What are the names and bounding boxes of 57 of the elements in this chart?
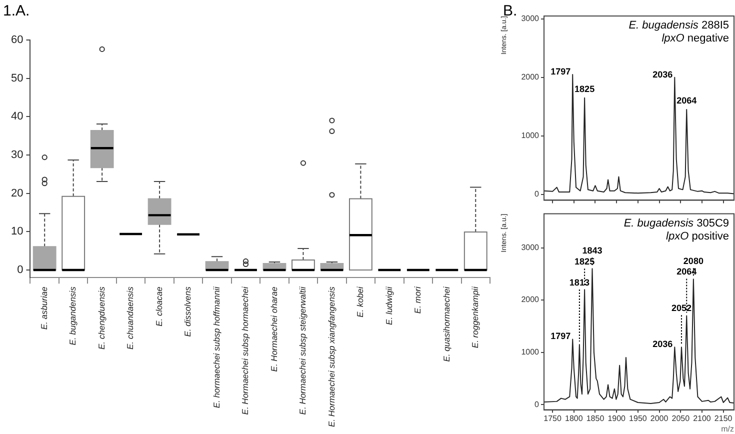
annotation: 2036 xyxy=(652,69,673,80)
x-tick-label: E. kobei xyxy=(355,286,366,318)
x-tick-label: E. Hormaechei oharae xyxy=(268,286,279,372)
x-tick-label: 1850 xyxy=(586,414,605,423)
x-tick-label: 1800 xyxy=(564,414,584,423)
x-tick-label: E. quasihormaechei xyxy=(441,286,452,362)
y-tick-label: 3000 xyxy=(521,14,540,24)
x-tick-label: E. roggenkampii xyxy=(470,286,480,348)
y-tick-label: 1000 xyxy=(521,348,540,357)
text: lpxO positive xyxy=(666,230,730,242)
text: 1.A. xyxy=(3,2,30,20)
y-tick-label: 2000 xyxy=(521,72,540,82)
x-tick-label: E. Hormaechei subsp steigerwaltii xyxy=(298,286,308,415)
y-tick-label: 0 xyxy=(534,190,540,199)
x-tick-label: 1900 xyxy=(608,414,626,423)
y-tick-label: 60 xyxy=(10,34,24,46)
x-tick-label: 2050 xyxy=(672,414,690,423)
x-tick-label: E. dissolvens xyxy=(182,286,193,337)
annotation: 1797 xyxy=(550,331,571,342)
annotation: 1797 xyxy=(550,66,571,76)
y-tick-label: 1000 xyxy=(521,131,540,140)
x-tick-label: 2100 xyxy=(693,414,712,423)
chart-title: E. bugadensis 288I5 xyxy=(628,20,730,32)
x-tick-label: 1950 xyxy=(629,414,648,423)
annotation: 2036 xyxy=(652,339,673,350)
annotation: 1825 xyxy=(574,84,595,94)
x-tick-label: E. Hormaechei subsp xiangfangensis xyxy=(326,286,336,428)
annotation: 1843 xyxy=(582,246,602,256)
y-tick-label: 30 xyxy=(10,149,24,162)
x-tick-label: 1750 xyxy=(544,414,562,423)
x-tick-label: E. cloacae xyxy=(154,286,164,326)
x-tick-label: E. mori xyxy=(412,286,423,314)
chart-title: E. bugadensis 305C9 xyxy=(624,217,730,230)
x-axis-title: m/z xyxy=(721,424,734,434)
y-tick-label: 10 xyxy=(10,226,24,238)
annotation: 2064 xyxy=(676,96,697,106)
x-tick-label: 2150 xyxy=(714,414,733,423)
annotation: 2052 xyxy=(671,303,692,314)
text: lpxO negative xyxy=(662,32,730,45)
annotation: 2064 xyxy=(676,266,697,277)
y-tick-label: 20 xyxy=(10,187,24,200)
annotation: 1825 xyxy=(574,256,595,267)
y-tick-label: 0 xyxy=(534,400,540,409)
annotation: 2080 xyxy=(683,256,704,266)
x-tick-label: E. chengduensis xyxy=(96,286,106,350)
y-tick-label: 50 xyxy=(10,72,24,84)
x-tick-label: 2000 xyxy=(650,414,669,423)
y-tick-label: 40 xyxy=(10,110,24,123)
x-tick-label: E. ludwigii xyxy=(384,286,394,325)
x-tick-label: E. chuandaensis xyxy=(125,286,136,350)
annotation: 1813 xyxy=(569,277,590,288)
x-tick-label: E. hormaechei subsp hoffmannii xyxy=(211,286,222,408)
y-tick-label: 0 xyxy=(17,264,24,276)
x-tick-label: E. bugandensis xyxy=(68,286,78,346)
x-tick-label: E. asburiae xyxy=(38,286,49,330)
y-tick-label: 3000 xyxy=(521,242,540,252)
x-tick-label: E. Hormaechei subsp hormaechei xyxy=(240,286,250,415)
